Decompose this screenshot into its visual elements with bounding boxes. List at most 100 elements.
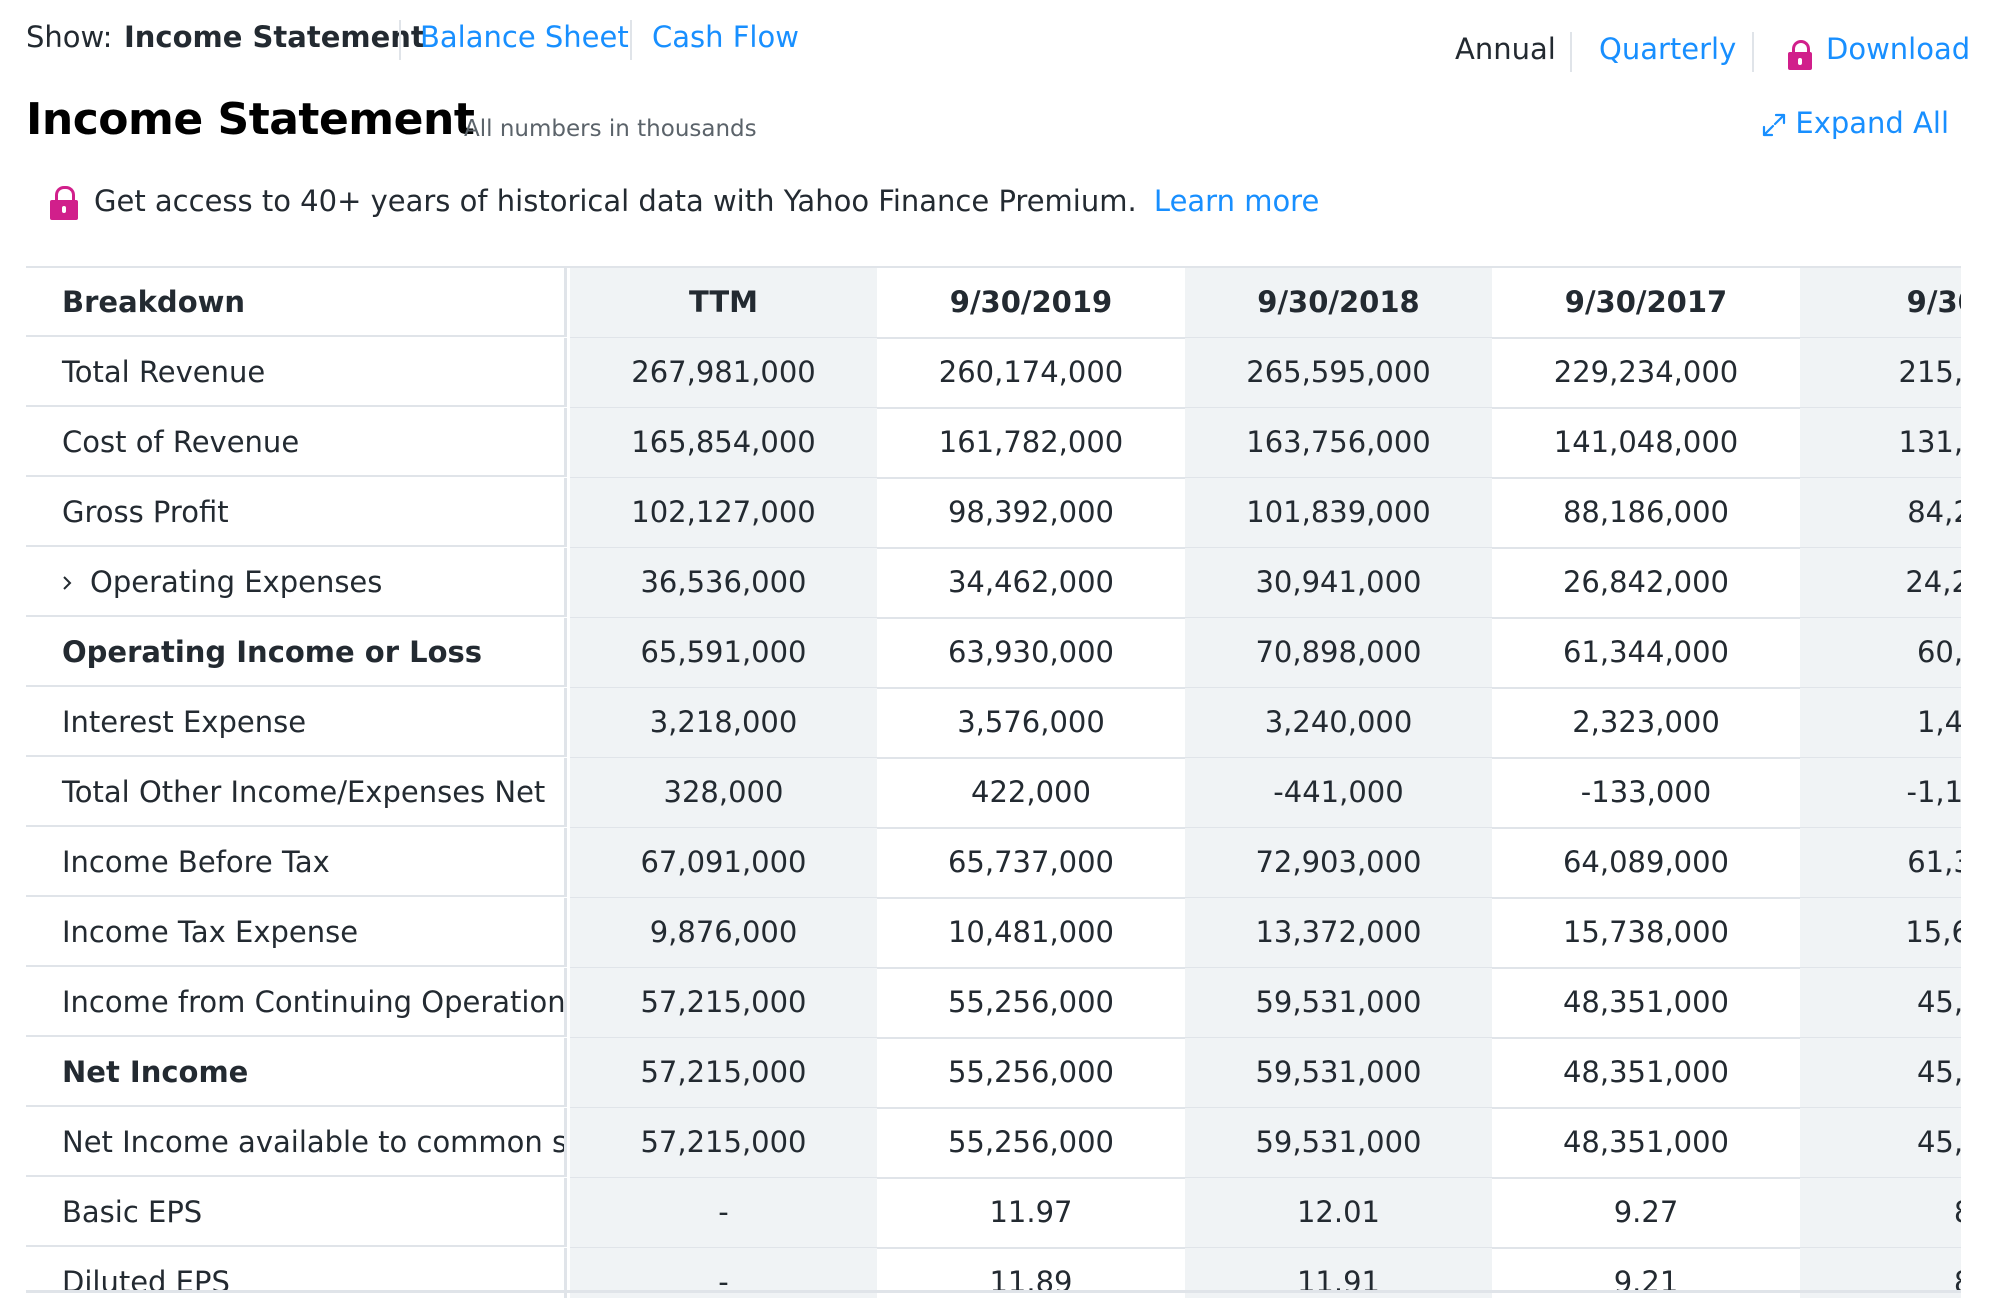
divider bbox=[1752, 32, 1754, 72]
table-cell: -133,000 bbox=[1492, 758, 1800, 829]
expand-all-label: Expand All bbox=[1795, 106, 1949, 140]
tab-balance-sheet[interactable]: Balance Sheet bbox=[420, 20, 629, 54]
table-cell: -441,000 bbox=[1185, 758, 1492, 829]
table-cell: 59,531,000 bbox=[1185, 1108, 1492, 1179]
quarterly-toggle[interactable]: Quarterly bbox=[1599, 32, 1737, 66]
divider bbox=[26, 1290, 1961, 1293]
table-cell: 98,392,000 bbox=[877, 478, 1185, 549]
table-row: Total Revenue 267,981,000 260,174,000 265,5… bbox=[26, 338, 1961, 409]
table-cell: 48,351,000 bbox=[1492, 1038, 1800, 1109]
table-row: Net Income available to common s... 57,21… bbox=[26, 1108, 1961, 1179]
annual-toggle[interactable]: Annual bbox=[1455, 32, 1556, 66]
table-cell: 67,091,000 bbox=[570, 828, 877, 899]
table-cell: 65,737,000 bbox=[877, 828, 1185, 899]
table-row: Operating Income or Loss 65,591,000 63,930… bbox=[26, 618, 1961, 689]
row-label-text: Income Tax Expense bbox=[62, 915, 359, 949]
table-cell: 59,531,000 bbox=[1185, 1038, 1492, 1109]
row-label: Gross Profit bbox=[26, 478, 567, 547]
table-cell: 36,536,000 bbox=[570, 548, 877, 619]
table-cell: 57,215,000 bbox=[570, 968, 877, 1039]
table-cell: 165,854,000 bbox=[570, 408, 877, 479]
row-label-text: Net Income available to common s... bbox=[62, 1125, 567, 1159]
table-row: Net Income 57,215,000 55,256,000 59,531,000… bbox=[26, 1038, 1961, 1109]
table-cell: 8.3 bbox=[1800, 1248, 1961, 1298]
table-cell: 265,595,000 bbox=[1185, 338, 1492, 409]
row-label: Income Before Tax bbox=[26, 828, 567, 897]
row-label: Total Revenue bbox=[26, 338, 567, 407]
row-label: Income from Continuing Operations bbox=[26, 968, 567, 1037]
income-statement-table: Breakdown TTM 9/30/2019 9/30/2018 9/30/2017 9… bbox=[26, 266, 1961, 1298]
lock-icon bbox=[1788, 40, 1812, 70]
row-label: Operating Income or Loss bbox=[26, 618, 567, 687]
tab-income-statement[interactable]: Income Statement bbox=[124, 20, 425, 54]
table-cell: 15,68! bbox=[1800, 898, 1961, 969]
lock-icon bbox=[50, 186, 78, 220]
table-cell: 45,68 bbox=[1800, 1038, 1961, 1109]
row-label: Net Income bbox=[26, 1038, 567, 1107]
table-cell: 11.91 bbox=[1185, 1248, 1492, 1298]
row-label: Net Income available to common s... bbox=[26, 1108, 567, 1177]
table-cell: 13,372,000 bbox=[1185, 898, 1492, 969]
table-cell: 10,481,000 bbox=[877, 898, 1185, 969]
table-cell: 267,981,000 bbox=[570, 338, 877, 409]
table-cell: 48,351,000 bbox=[1492, 1108, 1800, 1179]
table-row: Gross Profit 102,127,000 98,392,000 101,839… bbox=[26, 478, 1961, 549]
expand-all-button[interactable]: Expand All bbox=[1761, 106, 1949, 140]
row-label-text: Income from Continuing Operations bbox=[62, 985, 567, 1019]
table-header-row: Breakdown TTM 9/30/2019 9/30/2018 9/30/2017 9… bbox=[26, 268, 1961, 339]
table-cell: 65,591,000 bbox=[570, 618, 877, 689]
promo-text: Get access to 40+ years of historical da… bbox=[94, 184, 1137, 218]
table-cell: 101,839,000 bbox=[1185, 478, 1492, 549]
units-note: All numbers in thousands bbox=[464, 116, 757, 142]
table-cell: 24,23! bbox=[1800, 548, 1961, 619]
page-title: Income Statement bbox=[26, 94, 475, 145]
statement-nav: Show: Income Statement Balance Sheet Cas… bbox=[0, 0, 2000, 86]
table-cell: 61,37: bbox=[1800, 828, 1961, 899]
row-label-text: Basic EPS bbox=[62, 1195, 203, 1229]
table-cell: 163,756,000 bbox=[1185, 408, 1492, 479]
tab-cash-flow[interactable]: Cash Flow bbox=[652, 20, 799, 54]
row-label[interactable]: Operating Expenses bbox=[26, 548, 567, 617]
table-cell: 70,898,000 bbox=[1185, 618, 1492, 689]
column-header: 9/30/2017 bbox=[1492, 268, 1800, 339]
row-label-text: Diluted EPS bbox=[62, 1265, 230, 1298]
table-cell: 422,000 bbox=[877, 758, 1185, 829]
row-label-text: Operating Income or Loss bbox=[62, 635, 483, 669]
table-cell: 34,462,000 bbox=[877, 548, 1185, 619]
chevron-right-icon[interactable] bbox=[60, 576, 74, 590]
row-label-text: Total Revenue bbox=[62, 355, 266, 389]
row-label-text: Interest Expense bbox=[62, 705, 307, 739]
table-cell: 141,048,000 bbox=[1492, 408, 1800, 479]
table-cell: 328,000 bbox=[570, 758, 877, 829]
table-cell: 102,127,000 bbox=[570, 478, 877, 549]
table-cell: 64,089,000 bbox=[1492, 828, 1800, 899]
column-header: 9/30/2018 bbox=[1185, 268, 1492, 339]
table-cell: 60,02 bbox=[1800, 618, 1961, 689]
learn-more-link[interactable]: Learn more bbox=[1153, 184, 1320, 218]
table-cell: 88,186,000 bbox=[1492, 478, 1800, 549]
divider bbox=[630, 20, 632, 60]
row-label: Interest Expense bbox=[26, 688, 567, 757]
table-cell: - bbox=[570, 1248, 877, 1298]
download-button[interactable]: Download bbox=[1826, 32, 1971, 66]
table-cell: 3,240,000 bbox=[1185, 688, 1492, 759]
row-label-text: Net Income bbox=[62, 1055, 249, 1089]
row-label: Diluted EPS bbox=[26, 1248, 567, 1298]
table-cell: 45,68 bbox=[1800, 1108, 1961, 1179]
table-cell: 55,256,000 bbox=[877, 1038, 1185, 1109]
row-label: Total Other Income/Expenses Net bbox=[26, 758, 567, 827]
table-cell: 11.97 bbox=[877, 1178, 1185, 1249]
table-row: Total Other Income/Expenses Net 328,000 42… bbox=[26, 758, 1961, 829]
table-cell: 131,37 bbox=[1800, 408, 1961, 479]
table-cell: 3,218,000 bbox=[570, 688, 877, 759]
table-cell: 161,782,000 bbox=[877, 408, 1185, 479]
table-cell: 61,344,000 bbox=[1492, 618, 1800, 689]
row-label-text: Gross Profit bbox=[62, 495, 229, 529]
table-cell: 30,941,000 bbox=[1185, 548, 1492, 619]
table-cell: 229,234,000 bbox=[1492, 338, 1800, 409]
column-header-breakdown: Breakdown bbox=[26, 268, 567, 337]
column-header: 9/30/: bbox=[1800, 268, 1961, 339]
row-label-text: Income Before Tax bbox=[62, 845, 330, 879]
